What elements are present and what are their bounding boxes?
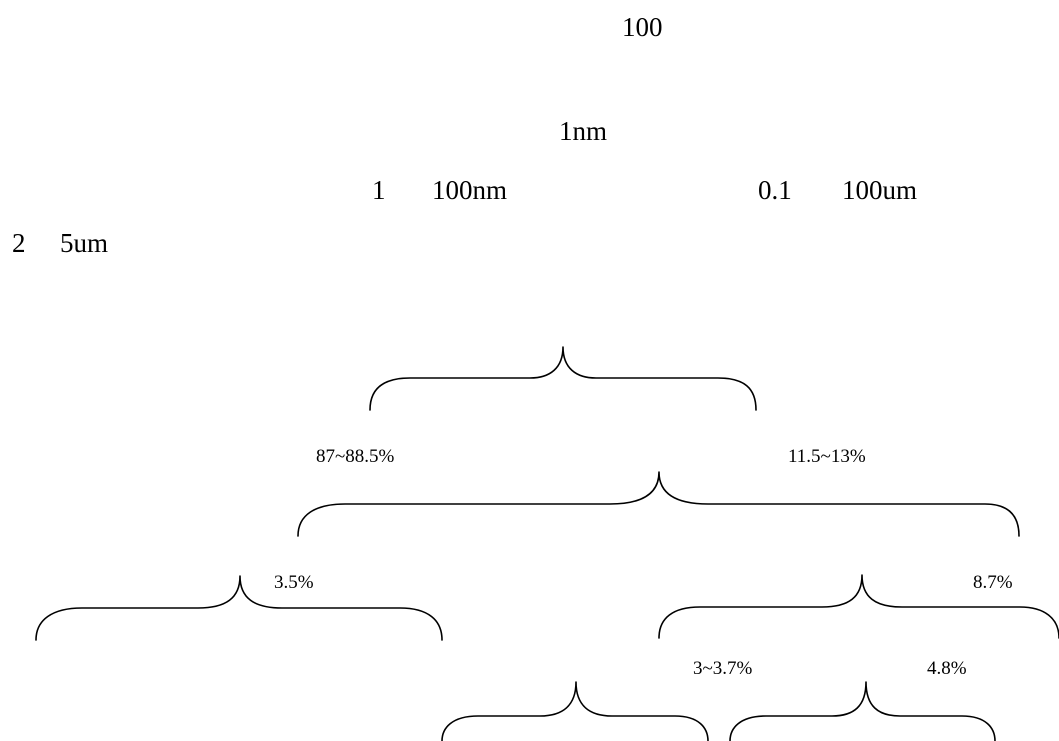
text-0-1: 0.1 [758, 175, 792, 205]
label-level2-left: 3.5% [274, 572, 314, 593]
text-2: 2 [12, 228, 26, 258]
label-level3-left: 3~3.7% [693, 658, 753, 679]
brace-level4-left [441, 681, 709, 741]
brace-level4-right [729, 681, 996, 741]
text-1nm: 1nm [559, 116, 608, 146]
label-level1-left: 87~88.5% [316, 446, 395, 467]
text-1: 1 [372, 175, 386, 205]
text-100: 100 [622, 12, 663, 42]
text-5um: 5um [60, 228, 109, 258]
text-100um: 100um [842, 175, 918, 205]
label-level1-right: 11.5~13% [788, 446, 866, 467]
brace-level3-right [658, 574, 1059, 639]
label-level2-right: 8.7% [973, 572, 1013, 593]
brace-level2 [297, 471, 1020, 537]
brace-level1 [369, 346, 757, 411]
brace-level3-left [35, 575, 443, 641]
text-100nm: 100nm [432, 175, 508, 205]
label-level3-right: 4.8% [927, 658, 967, 679]
